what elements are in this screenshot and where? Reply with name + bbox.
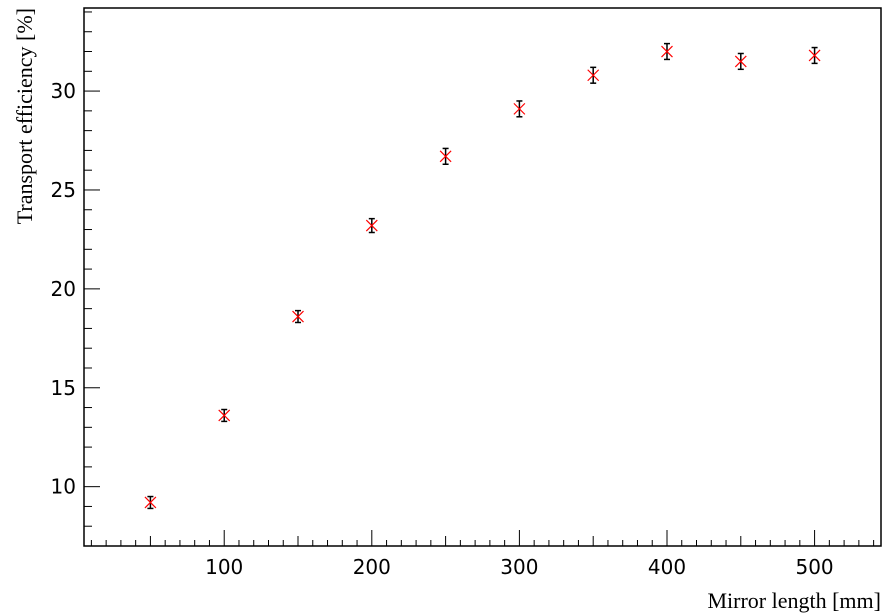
data-point xyxy=(218,408,231,423)
y-axis-tick-labels: 10 15 20 25 30 xyxy=(51,79,76,499)
marker-stroke xyxy=(513,102,526,115)
marker-stroke xyxy=(439,150,452,163)
data-point xyxy=(144,495,157,510)
x-tick-label: 200 xyxy=(353,555,391,579)
x-tick-label: 100 xyxy=(205,555,243,579)
marker-stroke xyxy=(144,496,157,509)
plot-area xyxy=(83,7,882,547)
marker-stroke xyxy=(808,49,821,62)
plot-frame xyxy=(83,7,882,547)
y-tick-label: 20 xyxy=(51,277,76,301)
x-axis-label: Mirror length [mm] xyxy=(707,588,881,613)
y-tick-label: 10 xyxy=(51,475,76,499)
marker-stroke xyxy=(734,55,747,68)
data-point xyxy=(808,46,821,65)
x-tick-label: 300 xyxy=(500,555,538,579)
data-points xyxy=(144,42,821,510)
y-axis-ticks xyxy=(84,11,100,547)
data-point xyxy=(439,147,452,166)
data-point xyxy=(292,309,304,324)
data-point xyxy=(587,66,600,84)
y-tick-label: 25 xyxy=(51,178,76,202)
y-tick-label: 30 xyxy=(51,79,76,103)
x-tick-label: 400 xyxy=(648,555,686,579)
y-axis-label: Transport efficiency [%] xyxy=(12,8,37,224)
marker-stroke xyxy=(292,310,304,323)
data-point xyxy=(513,100,526,118)
marker-stroke xyxy=(218,409,231,422)
marker-stroke xyxy=(661,45,673,58)
data-point xyxy=(734,52,747,71)
y-tick-label: 15 xyxy=(51,376,76,400)
marker-stroke xyxy=(365,219,378,232)
x-axis-ticks xyxy=(90,530,875,546)
data-point xyxy=(365,217,378,234)
marker-stroke xyxy=(587,69,600,82)
data-point xyxy=(661,42,673,61)
x-tick-label: 500 xyxy=(795,555,833,579)
x-axis-tick-labels: 100 200 300 400 500 xyxy=(205,555,834,579)
